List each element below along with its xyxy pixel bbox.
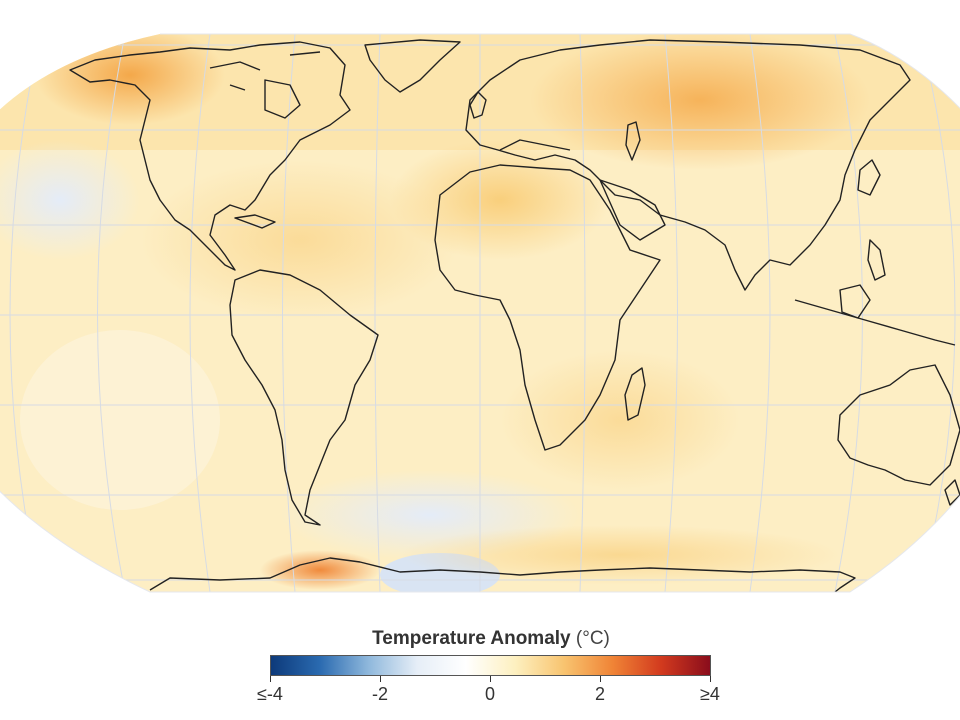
antarctica-outline [149,557,856,593]
colorbar [270,655,711,676]
philippines-outline [867,239,886,281]
arabia-outline [599,179,666,241]
tick-label-max: ≥4 [700,684,720,704]
south-america-outline [229,269,379,526]
mediterranean-outline [499,139,571,151]
legend: Temperature Anomaly (°C) ≤-4 -2 0 2 ≥4 [0,620,960,720]
tick-mark [600,676,601,682]
north-america-outline [69,41,351,271]
borneo-outline [839,284,871,319]
africa-outline [434,164,661,451]
tick-label-pos2: 2 [594,684,605,704]
continent-outlines [69,39,960,593]
eurasia-outline [465,39,911,291]
tick-label-neg2: -2 [371,684,388,704]
madagascar-outline [624,367,646,421]
japan-outline [857,159,881,196]
cuba-outline [234,214,276,229]
graticule [0,34,960,592]
tick-label-min: ≤-4 [257,684,283,704]
legend-title-text: Temperature Anomaly [372,628,571,649]
legend-unit: (°C) [575,628,610,649]
projection-frame [0,33,960,593]
new-zealand-outline [944,479,960,506]
caspian-outline [625,121,641,161]
hudson-bay-outline [264,79,301,119]
tick-mark [270,676,271,682]
australia-outline [837,364,960,486]
british-isles-outline [469,91,487,119]
arctic-islands-outline [209,51,321,91]
temperature-anomaly-map [0,33,960,593]
tick-mark [380,676,381,682]
tick-label-zero: 0 [484,684,495,704]
greenland-outline [364,39,461,93]
legend-title: Temperature Anomaly (°C) [0,628,960,650]
indonesia-outline [794,299,956,346]
tick-mark [710,676,711,682]
tick-mark [490,676,491,682]
